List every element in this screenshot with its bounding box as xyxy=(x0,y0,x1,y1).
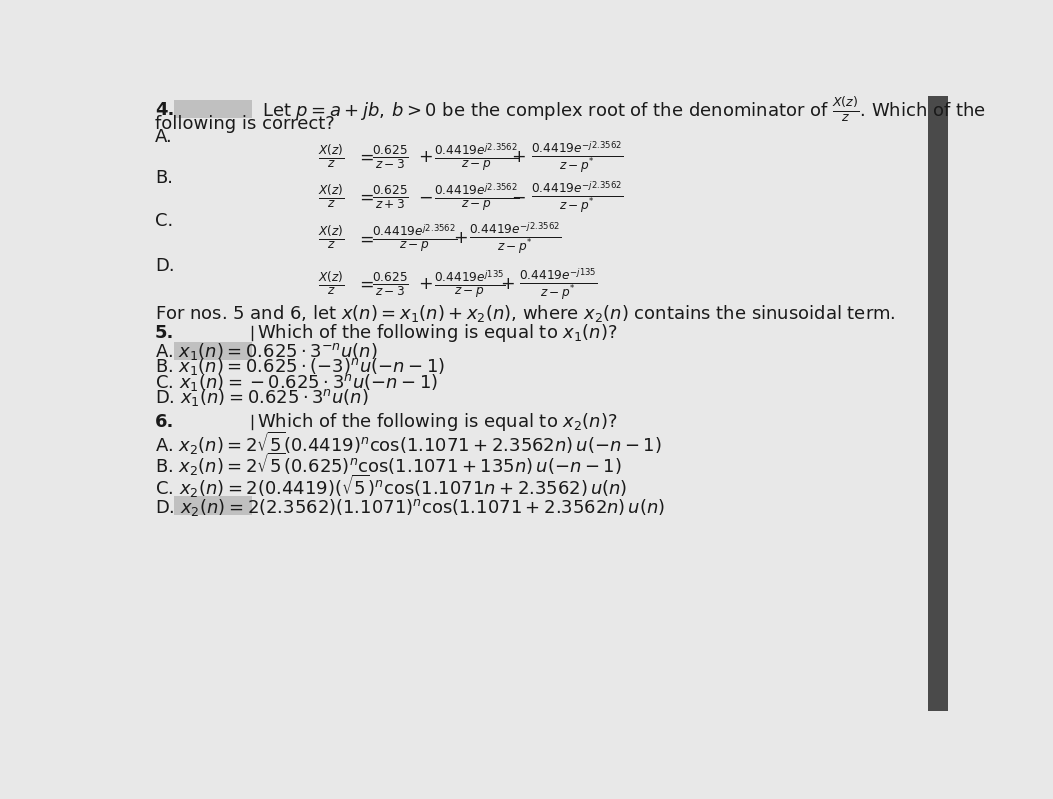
Text: $\frac{X(z)}{z}$: $\frac{X(z)}{z}$ xyxy=(318,270,344,298)
Text: $\frac{0.625}{z-3}$: $\frac{0.625}{z-3}$ xyxy=(372,270,409,297)
Text: 6.: 6. xyxy=(155,413,174,431)
Text: $+$: $+$ xyxy=(418,148,433,165)
Text: D. $x_2(n) = 2(2.3562)(1.1071)^n \cos(1.1071 + 2.3562n)\, u(n)$: D. $x_2(n) = 2(2.3562)(1.1071)^n \cos(1.… xyxy=(155,497,665,519)
Text: $\frac{0.4419e^{j2.3562}}{z-p}$: $\frac{0.4419e^{j2.3562}}{z-p}$ xyxy=(434,181,519,213)
Text: $\frac{0.4419e^{j2.3562}}{z-p}$: $\frac{0.4419e^{j2.3562}}{z-p}$ xyxy=(434,141,519,173)
Text: B. $x_2(n) = 2\sqrt{5}(0.625)^n \cos(1.1071 + 135n)\, u(-n-1)$: B. $x_2(n) = 2\sqrt{5}(0.625)^n \cos(1.1… xyxy=(155,451,621,479)
Text: C. $x_1(n) = -0.625 \cdot 3^n u(-n-1)$: C. $x_1(n) = -0.625 \cdot 3^n u(-n-1)$ xyxy=(155,372,438,393)
Text: $=$: $=$ xyxy=(356,188,375,206)
Text: For nos. 5 and 6, let $x(n) = x_1(n) + x_2(n)$, where $x_2(n)$ contains the sinu: For nos. 5 and 6, let $x(n) = x_1(n) + x… xyxy=(155,303,896,324)
Text: $\frac{0.4419e^{-j2.3562}}{z-p^{*}}$: $\frac{0.4419e^{-j2.3562}}{z-p^{*}}$ xyxy=(531,179,623,215)
Text: $-$: $-$ xyxy=(512,188,526,206)
Text: $+$: $+$ xyxy=(418,275,433,292)
Text: $\frac{0.625}{z+3}$: $\frac{0.625}{z+3}$ xyxy=(372,183,409,211)
Text: A.: A. xyxy=(155,129,173,146)
Text: following is correct?: following is correct? xyxy=(155,115,335,133)
Text: 4.: 4. xyxy=(155,101,174,119)
Text: A. $x_1(n) = 0.625 \cdot 3^{-n}u(n)$: A. $x_1(n) = 0.625 \cdot 3^{-n}u(n)$ xyxy=(155,341,378,362)
Text: Let $p = a + jb,\, b > 0$ be the complex root of the denominator of $\frac{X(z)}: Let $p = a + jb,\, b > 0$ be the complex… xyxy=(262,96,986,124)
Text: B. $x_1(n) = 0.625 \cdot (-3)^n u(-n-1)$: B. $x_1(n) = 0.625 \cdot (-3)^n u(-n-1)$ xyxy=(155,356,444,377)
Text: C.: C. xyxy=(155,212,173,229)
Text: Which of the following is equal to $x_2(n)$?: Which of the following is equal to $x_2(… xyxy=(257,411,618,433)
Text: $=$: $=$ xyxy=(356,229,375,248)
Text: $=$: $=$ xyxy=(356,148,375,165)
Text: $\frac{0.4419e^{-j2.3562}}{z-p^{*}}$: $\frac{0.4419e^{-j2.3562}}{z-p^{*}}$ xyxy=(531,139,623,175)
Text: $\frac{0.625}{z-3}$: $\frac{0.625}{z-3}$ xyxy=(372,143,409,170)
Text: $\frac{X(z)}{z}$: $\frac{X(z)}{z}$ xyxy=(318,225,344,252)
Text: $+$: $+$ xyxy=(512,148,526,165)
Text: $=$: $=$ xyxy=(356,275,375,292)
Text: D. $x_1(n) = 0.625 \cdot 3^n u(n)$: D. $x_1(n) = 0.625 \cdot 3^n u(n)$ xyxy=(155,388,369,408)
Text: $\frac{0.4419e^{-j2.3562}}{z-p^{*}}$: $\frac{0.4419e^{-j2.3562}}{z-p^{*}}$ xyxy=(469,221,561,256)
Text: D.: D. xyxy=(155,257,175,275)
Bar xyxy=(929,96,948,711)
Text: $\frac{0.4419e^{j2.3562}}{z-p}$: $\frac{0.4419e^{j2.3562}}{z-p}$ xyxy=(372,222,457,254)
Text: $+$: $+$ xyxy=(453,229,468,248)
Text: $-$: $-$ xyxy=(418,188,433,206)
Text: $\frac{X(z)}{z}$: $\frac{X(z)}{z}$ xyxy=(318,183,344,211)
Bar xyxy=(174,341,252,360)
Text: $\frac{X(z)}{z}$: $\frac{X(z)}{z}$ xyxy=(318,143,344,171)
Text: Which of the following is equal to $x_1(n)$?: Which of the following is equal to $x_1(… xyxy=(257,322,618,344)
Text: $\frac{0.4419e^{-j135}}{z-p^{*}}$: $\frac{0.4419e^{-j135}}{z-p^{*}}$ xyxy=(519,266,598,302)
Text: $\frac{0.4419e^{j135}}{z-p}$: $\frac{0.4419e^{j135}}{z-p}$ xyxy=(434,268,505,300)
Bar xyxy=(174,100,252,118)
Bar xyxy=(174,496,252,515)
Text: $+$: $+$ xyxy=(500,275,515,292)
Text: B.: B. xyxy=(155,169,173,187)
Text: A. $x_2(n) = 2\sqrt{5}(0.4419)^n \cos(1.1071 + 2.3562n)\, u(-n-1)$: A. $x_2(n) = 2\sqrt{5}(0.4419)^n \cos(1.… xyxy=(155,430,661,457)
Text: 5.: 5. xyxy=(155,324,174,342)
Text: C. $x_2(n) = 2(0.4419)(\sqrt{5})^n \cos(1.1071n + 2.3562)\, u(n)$: C. $x_2(n) = 2(0.4419)(\sqrt{5})^n \cos(… xyxy=(155,473,628,500)
